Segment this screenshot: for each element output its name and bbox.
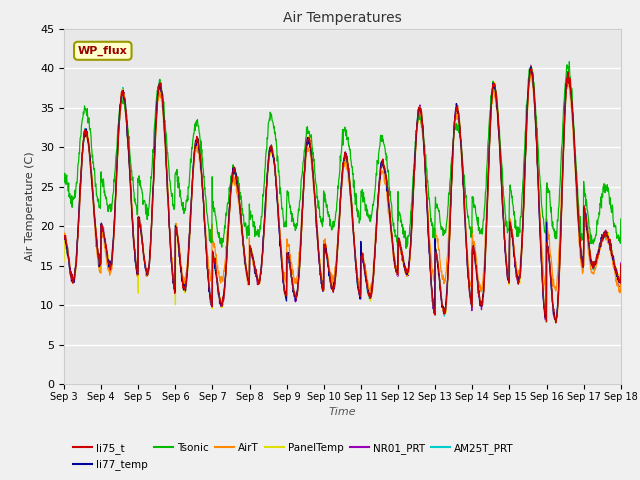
Y-axis label: Air Temperature (C): Air Temperature (C) xyxy=(24,152,35,261)
X-axis label: Time: Time xyxy=(328,407,356,417)
Legend: li75_t, li77_temp, Tsonic, AirT, PanelTemp, NR01_PRT, AM25T_PRT: li75_t, li77_temp, Tsonic, AirT, PanelTe… xyxy=(69,439,518,474)
Text: WP_flux: WP_flux xyxy=(78,46,127,56)
Title: Air Temperatures: Air Temperatures xyxy=(283,11,402,25)
